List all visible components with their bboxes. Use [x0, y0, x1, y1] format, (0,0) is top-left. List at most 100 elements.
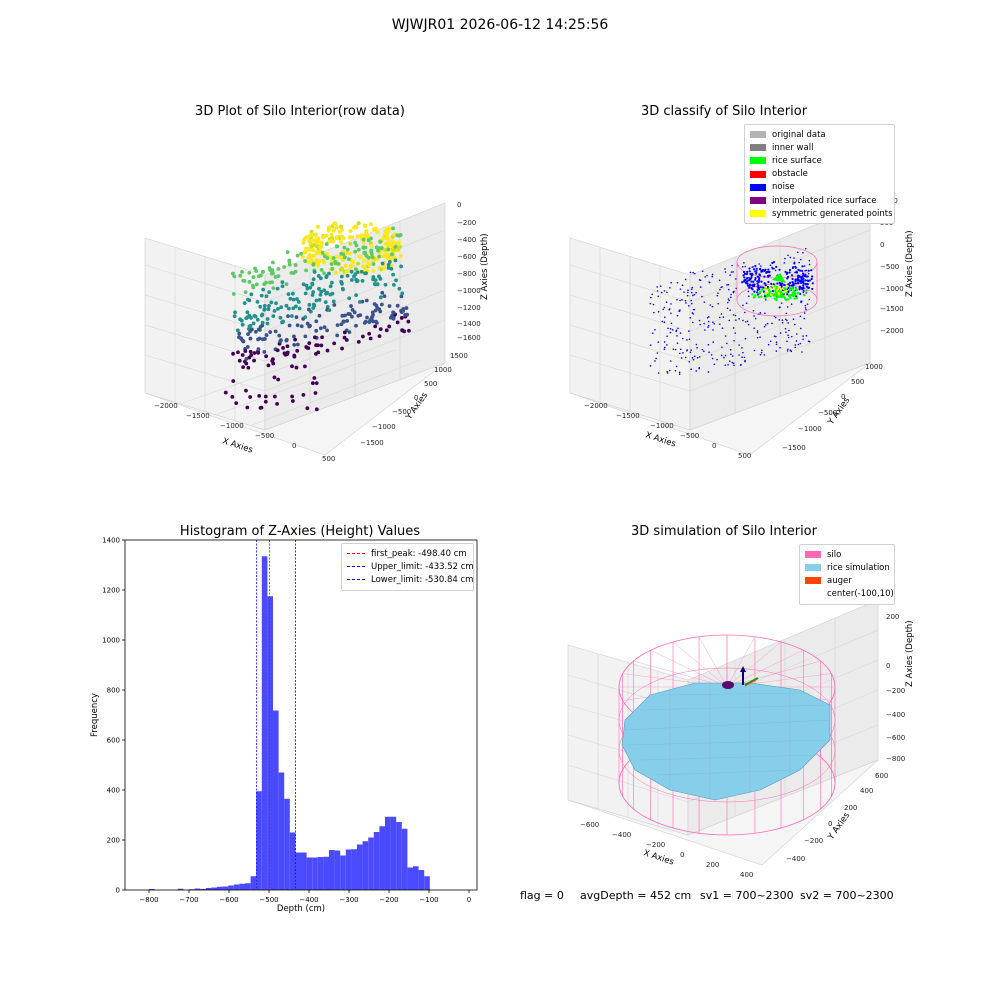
- noise-point: [778, 268, 781, 271]
- raw-point: [234, 401, 239, 406]
- raw-point: [369, 248, 374, 253]
- noise-point: [679, 299, 681, 302]
- raw-point: [391, 316, 396, 321]
- raw-point: [319, 343, 324, 348]
- noise-point: [711, 305, 714, 308]
- raw-point: [383, 241, 388, 246]
- raw-point: [276, 306, 280, 311]
- raw-point: [314, 237, 319, 242]
- raw-point: [262, 307, 267, 312]
- legend-label: rice surface: [772, 155, 822, 166]
- raw-point: [344, 338, 349, 342]
- raw-point: [312, 253, 317, 258]
- noise-point: [772, 283, 775, 286]
- noise-point: [743, 272, 747, 275]
- histogram-y-ticks: 0 200 400 600 800 1000 1200 1400: [102, 537, 125, 895]
- raw-point: [236, 350, 240, 355]
- raw-point: [263, 394, 268, 399]
- histogram-bar: [379, 826, 385, 890]
- noise-point: [766, 274, 769, 278]
- legend-item-lower-limit: Lower_limit: -530.84 cm: [347, 573, 473, 586]
- raw-point: [365, 232, 370, 237]
- raw-point: [301, 282, 306, 287]
- noise-point: [704, 329, 706, 331]
- noise-point: [752, 268, 756, 271]
- raw-point: [241, 365, 246, 370]
- symmetric-point: [765, 288, 769, 291]
- raw-point: [330, 235, 335, 240]
- noise-point: [791, 281, 794, 284]
- noise-point: [810, 269, 813, 272]
- raw-point: [349, 278, 354, 282]
- raw-point: [369, 251, 374, 256]
- noise-point: [733, 339, 735, 342]
- noise-point: [726, 307, 729, 310]
- noise-point: [649, 302, 652, 305]
- legend-swatch: [750, 170, 766, 178]
- raw-point: [237, 335, 241, 340]
- raw-point: [279, 305, 284, 310]
- noise-point: [803, 265, 806, 267]
- noise-point: [775, 350, 778, 352]
- raw-point: [349, 269, 354, 274]
- raw-point: [392, 247, 397, 252]
- raw-point: [343, 263, 348, 268]
- p1-ztick: −800: [457, 270, 476, 278]
- noise-point: [708, 281, 711, 284]
- noise-point: [797, 343, 800, 346]
- panel1-point-cloud: [223, 221, 411, 412]
- rice-surface-point: [751, 293, 754, 296]
- raw-point: [262, 350, 267, 354]
- histogram-bar: [295, 852, 301, 890]
- p3-zlabel: Z Axies (Depth): [905, 620, 915, 687]
- raw-point: [295, 253, 300, 258]
- noise-point: [730, 293, 732, 296]
- noise-point: [676, 298, 678, 301]
- noise-point: [804, 283, 807, 286]
- p1-ztick: −200: [457, 219, 476, 227]
- noise-point: [663, 348, 666, 350]
- raw-point: [310, 282, 315, 287]
- raw-point: [277, 333, 282, 338]
- raw-point: [348, 229, 353, 234]
- raw-point: [369, 316, 374, 321]
- noise-point: [786, 288, 789, 291]
- noise-point: [691, 357, 694, 359]
- raw-point: [330, 258, 335, 263]
- legend-item-auger: auger: [805, 574, 889, 587]
- raw-point: [325, 256, 330, 260]
- noise-point: [663, 290, 666, 292]
- raw-point: [343, 313, 347, 318]
- raw-point: [395, 320, 400, 325]
- noise-point: [686, 294, 689, 297]
- noise-point: [711, 357, 714, 360]
- noise-point: [717, 292, 719, 294]
- noise-point: [735, 319, 737, 321]
- noise-point: [707, 371, 710, 373]
- noise-point: [763, 325, 766, 328]
- noise-point: [760, 280, 763, 283]
- symmetric-point: [769, 293, 773, 297]
- legend-swatch: [750, 183, 766, 191]
- histogram-bar: [373, 832, 380, 890]
- noise-point: [699, 279, 702, 282]
- p2-ytick: 0: [841, 393, 845, 401]
- noise-point: [709, 304, 712, 306]
- noise-point: [756, 330, 759, 332]
- p2-xlabel: X Axies: [644, 430, 677, 449]
- noise-point: [657, 341, 660, 343]
- raw-point: [344, 269, 349, 274]
- raw-point: [292, 342, 297, 347]
- noise-point: [681, 284, 684, 287]
- raw-point: [387, 260, 392, 264]
- raw-point: [401, 309, 406, 313]
- noise-point: [781, 319, 784, 322]
- raw-point: [273, 275, 278, 279]
- legend-swatch: [750, 144, 766, 152]
- legend-item-symmetric-generated-points: symmetric generated points: [750, 207, 893, 220]
- raw-point: [264, 294, 269, 299]
- noise-point: [731, 361, 734, 364]
- p1-ztick: 0: [457, 201, 461, 209]
- noise-point: [786, 350, 789, 352]
- histogram-bar: [385, 816, 391, 890]
